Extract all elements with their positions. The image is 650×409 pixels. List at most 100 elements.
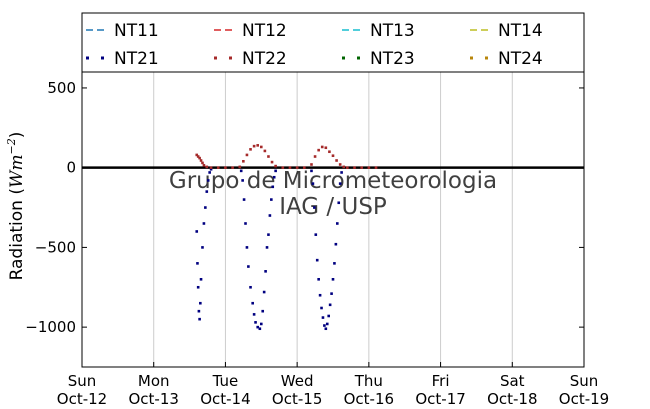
point-NT21-28 bbox=[262, 290, 266, 294]
point-NT21-57 bbox=[338, 182, 342, 185]
point-NT21-19 bbox=[247, 265, 250, 268]
point-NT22-19 bbox=[267, 155, 270, 158]
legend-label-NT23: NT23 bbox=[370, 49, 415, 69]
x-tick-day-0: Sun bbox=[68, 372, 97, 390]
point-NT22-12 bbox=[242, 159, 245, 163]
legend-swatch-NT22-a bbox=[214, 56, 217, 60]
point-NT22-27 bbox=[313, 155, 317, 158]
point-NT22-13 bbox=[245, 153, 249, 157]
point-NT21-4 bbox=[198, 317, 201, 321]
point-NT21-44 bbox=[320, 306, 323, 310]
legend-swatch-NT23-b bbox=[357, 56, 360, 60]
point-NT21-46 bbox=[323, 324, 326, 327]
point-NT22-2 bbox=[198, 156, 201, 160]
legend-label-NT24: NT24 bbox=[498, 49, 543, 69]
point-NT21-40 bbox=[314, 233, 318, 236]
point-NT22-34 bbox=[338, 163, 342, 166]
point-NT21-22 bbox=[252, 313, 256, 316]
point-NT21-7 bbox=[201, 246, 204, 249]
point-NT21-52 bbox=[331, 277, 335, 281]
series-NT22 bbox=[195, 144, 378, 169]
point-NT22-24 bbox=[295, 166, 299, 169]
series-marks bbox=[195, 144, 378, 331]
point-NT21-53 bbox=[333, 262, 336, 265]
x-tick-date-3: Oct-15 bbox=[272, 390, 322, 408]
point-NT21-47 bbox=[324, 327, 328, 331]
y-tick-label-1: 0 bbox=[66, 159, 76, 177]
point-NT21-51 bbox=[330, 292, 333, 295]
point-NT21-55 bbox=[336, 222, 339, 225]
x-tick-day-2: Tue bbox=[212, 372, 239, 390]
point-NT22-14 bbox=[249, 148, 252, 151]
y-tick-label-3: −1000 bbox=[25, 318, 76, 336]
point-NT21-49 bbox=[327, 314, 330, 318]
legend-label-NT12: NT12 bbox=[242, 21, 287, 41]
watermark-line-2: IAG / USP bbox=[279, 194, 387, 220]
x-tick-day-6: Sat bbox=[500, 372, 525, 390]
point-NT21-36 bbox=[274, 169, 277, 173]
point-NT21-33 bbox=[270, 198, 273, 201]
x-tick-date-2: Oct-14 bbox=[200, 390, 250, 408]
x-tick-date-6: Oct-18 bbox=[487, 390, 537, 408]
point-NT22-32 bbox=[331, 154, 335, 158]
x-tick-day-7: Sun bbox=[570, 372, 599, 390]
point-NT21-11 bbox=[206, 179, 210, 182]
plot-frame bbox=[81, 71, 585, 368]
y-axis-label-unit: Wm bbox=[7, 154, 27, 188]
legend-label-NT14: NT14 bbox=[498, 21, 543, 41]
point-NT21-15 bbox=[241, 179, 244, 182]
y-tick-label-0: 500 bbox=[47, 79, 76, 97]
y-axis-label: Radiation (Wm−2) bbox=[5, 132, 27, 281]
plot-area: Grupo de Micrometeorologia IAG / USP bbox=[81, 71, 585, 368]
point-NT21-5 bbox=[199, 301, 202, 305]
legend-swatch-NT22-b bbox=[229, 56, 232, 60]
point-NT21-50 bbox=[328, 303, 332, 307]
point-NT21-9 bbox=[204, 206, 207, 209]
point-NT22-4 bbox=[201, 161, 204, 165]
legend-swatch-NT21-a bbox=[86, 56, 89, 60]
y-axis-label-close: ) bbox=[7, 132, 27, 139]
point-NT22-20 bbox=[270, 160, 274, 164]
legend-entry-NT21: NT21 bbox=[86, 49, 159, 69]
point-NT21-48 bbox=[325, 322, 329, 326]
point-NT22-35 bbox=[342, 165, 346, 169]
point-NT22-40 bbox=[374, 166, 378, 169]
point-NT22-31 bbox=[328, 150, 331, 154]
point-NT22-37 bbox=[353, 166, 356, 169]
point-NT21-6 bbox=[199, 277, 203, 281]
point-NT21-1 bbox=[196, 262, 199, 265]
point-NT21-3 bbox=[197, 309, 201, 313]
x-tick-date-1: Oct-13 bbox=[128, 390, 178, 408]
point-NT21-20 bbox=[249, 285, 252, 289]
point-NT22-6 bbox=[205, 165, 209, 169]
point-NT21-58 bbox=[340, 171, 343, 174]
point-NT21-2 bbox=[196, 285, 200, 289]
x-tick-day-1: Mon bbox=[138, 372, 170, 390]
point-NT22-10 bbox=[231, 166, 234, 169]
point-NT22-33 bbox=[335, 159, 338, 162]
point-NT21-27 bbox=[261, 309, 265, 313]
point-NT22-0 bbox=[195, 153, 199, 157]
legend: NT11 NT12 NT13 NT14 NT21 NT22 NT23 NT24 bbox=[81, 12, 585, 73]
point-NT21-39 bbox=[313, 206, 316, 209]
point-NT22-28 bbox=[317, 148, 320, 152]
y-tick-label-2: −500 bbox=[35, 238, 76, 256]
legend-label-NT22: NT22 bbox=[242, 49, 287, 69]
point-NT22-16 bbox=[256, 144, 259, 147]
y-axis-label-exponent: −2 bbox=[5, 138, 18, 154]
legend-entry-NT14: NT14 bbox=[470, 21, 543, 41]
point-NT22-22 bbox=[281, 166, 285, 169]
point-NT21-18 bbox=[245, 246, 249, 249]
point-NT22-25 bbox=[303, 166, 306, 169]
y-axis-label-text: Radiation ( bbox=[7, 188, 27, 280]
point-NT22-29 bbox=[320, 145, 324, 149]
point-NT21-8 bbox=[202, 222, 206, 225]
watermark: Grupo de Micrometeorologia IAG / USP bbox=[169, 168, 497, 220]
legend-entry-NT13: NT13 bbox=[342, 21, 415, 41]
point-NT21-29 bbox=[264, 270, 267, 273]
point-NT21-25 bbox=[258, 327, 262, 331]
point-NT21-0 bbox=[195, 230, 199, 233]
point-NT22-3 bbox=[199, 159, 203, 162]
point-NT21-43 bbox=[318, 293, 322, 297]
